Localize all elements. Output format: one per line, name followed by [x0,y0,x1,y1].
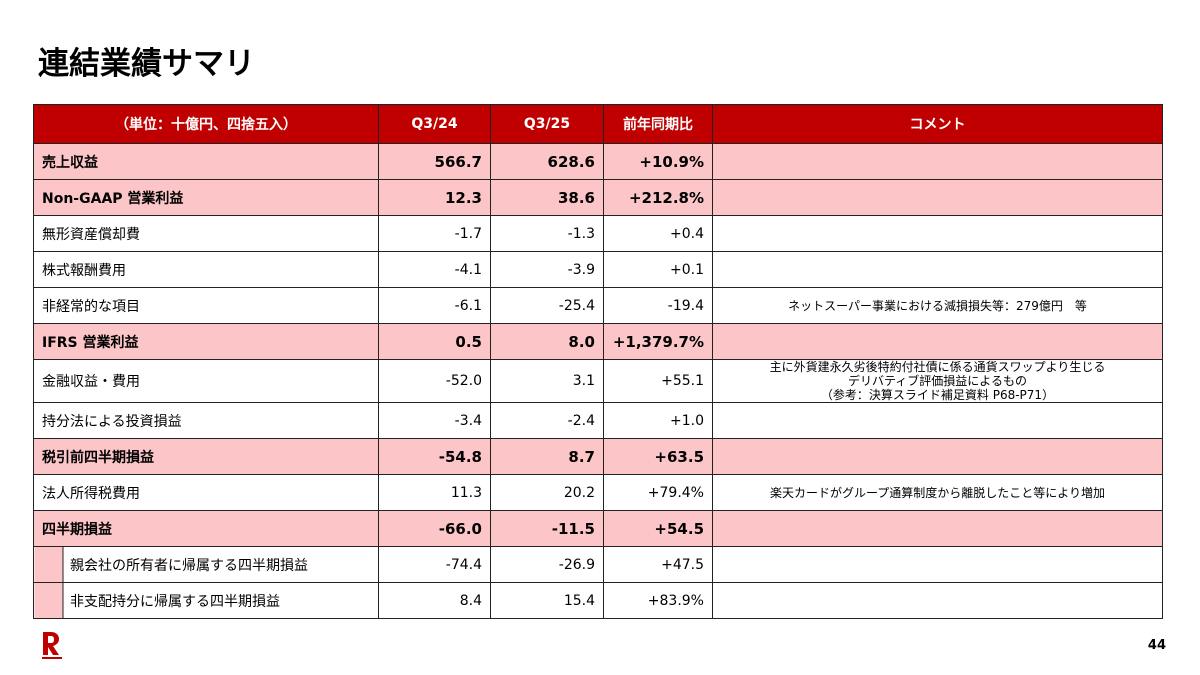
comment-cell: 楽天カードがグループ通算制度から離脱したこと等により増加 [712,474,1163,511]
comment-cell [712,215,1163,252]
header-row: （単位：十億円、四捨五入） Q3/24 Q3/25 前年同期比 コメント [33,104,1163,144]
comment-line: 楽天カードがグループ通算制度から離脱したこと等により増加 [769,485,1106,500]
value-cell: 20.2 [490,474,604,511]
value-cell: 0.5 [378,323,491,360]
yoy-cell: -19.4 [603,287,713,324]
value-cell: -2.4 [490,402,604,439]
yoy-cell: +79.4% [603,474,713,511]
comment-cell [712,402,1163,439]
row-label: 無形資産償却費 [33,215,379,252]
table-row: 株式報酬費用 -4.1 -3.9 +0.1 [33,251,1163,288]
table-row: 金融収益・費用 -52.0 3.1 +55.1 主に外貨建永久劣後特約付社債に係る通貨ス… [33,359,1163,403]
table-row: IFRS 営業利益 0.5 8.0 +1,379.7% [33,323,1163,360]
comment-line: （参考：決算スライド補足資料 P68-P71） [820,388,1055,402]
table-row: 非支配持分に帰属する四半期損益 8.4 15.4 +83.9% [33,582,1163,619]
column-header: （単位：十億円、四捨五入） [33,104,379,144]
value-cell: -74.4 [378,546,491,583]
value-cell: 566.7 [378,143,491,180]
value-cell: -1.7 [378,215,491,252]
value-cell: 8.4 [378,582,491,619]
value-cell: 11.3 [378,474,491,511]
row-label: IFRS 営業利益 [33,323,379,360]
page-number: 44 [1147,638,1166,653]
table-row: 税引前四半期損益 -54.8 8.7 +63.5 [33,438,1163,475]
row-label: 税引前四半期損益 [33,438,379,475]
comment-cell [712,179,1163,216]
value-cell: -11.5 [490,510,604,547]
table-row: 売上収益 566.7 628.6 +10.9% [33,143,1163,180]
comment-line: デリバティブ評価損益によるもの [848,374,1027,388]
value-cell: -3.4 [378,402,491,439]
value-cell: 38.6 [490,179,604,216]
row-label: 売上収益 [33,143,379,180]
yoy-cell: +1.0 [603,402,713,439]
yoy-cell: +0.4 [603,215,713,252]
row-label: 法人所得税費用 [33,474,379,511]
value-cell: 12.3 [378,179,491,216]
column-header: 前年同期比 [603,104,713,144]
row-label: 親会社の所有者に帰属する四半期損益 [33,546,379,583]
title: 連結業績サマリ [38,46,255,82]
yoy-cell: +1,379.7% [603,323,713,360]
yoy-cell: +10.9% [603,143,713,180]
row-label: 金融収益・費用 [33,359,379,403]
table-row: Non-GAAP 営業利益 12.3 38.6 +212.8% [33,179,1163,216]
value-cell: -54.8 [378,438,491,475]
value-cell: -3.9 [490,251,604,288]
value-cell: -25.4 [490,287,604,324]
table-row: 無形資産償却費 -1.7 -1.3 +0.4 [33,215,1163,252]
value-cell: 628.6 [490,143,604,180]
row-label: 四半期損益 [33,510,379,547]
value-cell: -4.1 [378,251,491,288]
comment-cell [712,323,1163,360]
table-row: 持分法による投資損益 -3.4 -2.4 +1.0 [33,402,1163,439]
comment-cell: 主に外貨建永久劣後特約付社債に係る通貨スワップより生じる デリバティブ評価損益によ… [712,359,1163,403]
comment-cell [712,546,1163,583]
value-cell: -1.3 [490,215,604,252]
column-header: コメント [712,104,1163,144]
comment-cell [712,582,1163,619]
value-cell: -26.9 [490,546,604,583]
comment-cell: ネットスーパー事業における減損損失等：279億円 等 [712,287,1163,324]
value-cell: 3.1 [490,359,604,403]
comment-cell [712,438,1163,475]
table-row: 四半期損益 -66.0 -11.5 +54.5 [33,510,1163,547]
value-cell: 8.0 [490,323,604,360]
row-label: 株式報酬費用 [33,251,379,288]
comment-cell [712,251,1163,288]
row-label: 非支配持分に帰属する四半期損益 [33,582,379,619]
row-label: 非経常的な項目 [33,287,379,324]
column-header: Q3/25 [490,104,604,144]
comment-cell [712,510,1163,547]
table-row: 親会社の所有者に帰属する四半期損益 -74.4 -26.9 +47.5 [33,546,1163,583]
column-header: Q3/24 [378,104,491,144]
value-cell: 15.4 [490,582,604,619]
yoy-cell: +54.5 [603,510,713,547]
table-row: 法人所得税費用 11.3 20.2 +79.4% 楽天カードがグループ通算制度から離脱し… [33,474,1163,511]
logo [42,632,62,659]
comment-line: ネットスーパー事業における減損損失等：279億円 等 [788,298,1087,313]
table-row: 非経常的な項目 -6.1 -25.4 -19.4 ネットスーパー事業における減損損失等：… [33,287,1163,324]
row-label: Non-GAAP 営業利益 [33,179,379,216]
yoy-cell: +63.5 [603,438,713,475]
summary-table: （単位：十億円、四捨五入） Q3/24 Q3/25 前年同期比 コメント 売上収益 566… [33,104,1163,619]
value-cell: 8.7 [490,438,604,475]
comment-line: 主に外貨建永久劣後特約付社債に係る通貨スワップより生じる [769,360,1106,374]
value-cell: -6.1 [378,287,491,324]
value-cell: -52.0 [378,359,491,403]
row-label: 持分法による投資損益 [33,402,379,439]
yoy-cell: +0.1 [603,251,713,288]
comment-cell [712,143,1163,180]
yoy-cell: +55.1 [603,359,713,403]
yoy-cell: +47.5 [603,546,713,583]
value-cell: -66.0 [378,510,491,547]
yoy-cell: +83.9% [603,582,713,619]
yoy-cell: +212.8% [603,179,713,216]
